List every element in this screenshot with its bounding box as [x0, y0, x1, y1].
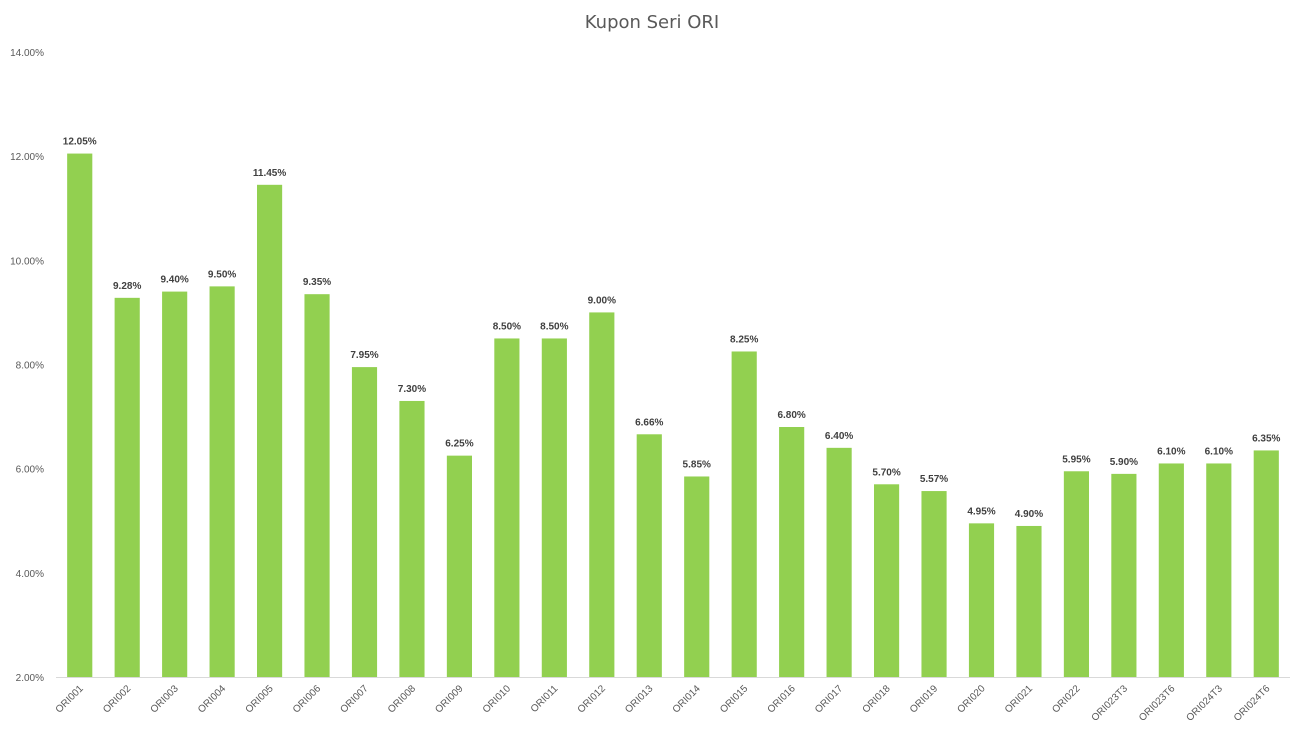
bar: [731, 351, 757, 677]
data-label: 8.50%: [540, 321, 568, 332]
data-label: 6.40%: [825, 431, 853, 442]
y-tick-label: 4.00%: [16, 569, 44, 580]
x-tick-label: ORI007: [338, 683, 370, 715]
bar: [779, 427, 805, 677]
x-tick-label: ORI015: [718, 683, 750, 715]
bar: [1063, 471, 1090, 677]
x-tick-label: ORI008: [386, 683, 418, 715]
bar: [873, 484, 900, 677]
data-label: 7.95%: [350, 350, 378, 361]
x-tick-label: ORI024T6: [1232, 683, 1273, 724]
x-tick-label: ORI023T3: [1090, 683, 1131, 724]
x-tick-label: ORI002: [101, 683, 133, 715]
bar: [1158, 463, 1184, 677]
data-label: 11.45%: [253, 168, 286, 179]
bar: [541, 338, 567, 677]
x-tick-label: ORI019: [908, 683, 940, 715]
data-label: 9.00%: [588, 295, 616, 306]
bar: [968, 523, 995, 677]
data-label: 6.35%: [1252, 433, 1280, 444]
bar: [921, 491, 947, 677]
x-tick-label: ORI012: [576, 683, 608, 715]
x-tick-label: ORI022: [1050, 683, 1082, 715]
data-label: 9.50%: [208, 269, 236, 280]
data-label: 5.57%: [920, 474, 948, 485]
bar: [114, 297, 140, 677]
data-label: 6.66%: [635, 417, 663, 428]
bar: [67, 153, 93, 677]
x-tick-label: ORI014: [671, 683, 703, 715]
bar: [494, 338, 520, 677]
data-label: 5.90%: [1110, 457, 1138, 468]
bar: [1206, 463, 1232, 677]
bar: [446, 455, 473, 677]
bar: [1253, 450, 1279, 677]
bar: [209, 286, 235, 677]
y-tick-label: 6.00%: [16, 465, 44, 476]
data-label: 8.25%: [730, 334, 758, 345]
data-label: 5.95%: [1062, 454, 1090, 465]
bar: [826, 447, 852, 677]
x-tick-label: ORI001: [54, 683, 86, 715]
bar: [589, 312, 615, 677]
data-label: 9.40%: [160, 275, 188, 286]
x-tick-label: ORI021: [1003, 683, 1035, 715]
data-label: 9.28%: [113, 281, 141, 292]
bar: [304, 294, 330, 677]
x-tick-label: ORI024T3: [1185, 683, 1226, 724]
data-label: 4.90%: [1015, 509, 1043, 520]
bar: [351, 367, 378, 677]
x-tick-label: ORI016: [766, 683, 798, 715]
y-tick-label: 8.00%: [16, 361, 44, 372]
x-tick-label: ORI020: [955, 683, 987, 715]
bar: [256, 184, 283, 677]
data-label: 7.30%: [398, 384, 426, 395]
y-tick-labels-group: 2.00% 4.00% 6.00% 8.00% 10.00% 12.00% 14.00%: [10, 48, 44, 684]
data-labels-group: 12.05% 9.28% 9.40% 9.50% 11.45% 9.35% 7.95% 7.3…: [63, 137, 1281, 520]
x-tick-label: ORI003: [149, 683, 181, 715]
x-tick-label: ORI013: [623, 683, 655, 715]
x-tick-label: ORI010: [481, 683, 513, 715]
data-label: 6.10%: [1205, 446, 1233, 457]
x-tick-label: ORI017: [813, 683, 845, 715]
data-label: 12.05%: [63, 137, 97, 148]
y-tick-label: 14.00%: [10, 48, 44, 59]
bars-group: [67, 153, 1279, 677]
data-label: 9.35%: [303, 277, 331, 288]
y-tick-label: 2.00%: [16, 673, 44, 684]
bar: [684, 476, 710, 677]
bar: [1111, 473, 1137, 677]
data-label: 5.70%: [872, 467, 900, 478]
data-label: 6.10%: [1157, 446, 1185, 457]
x-tick-label: ORI018: [861, 683, 893, 715]
chart-title: Kupon Seri ORI: [584, 12, 720, 33]
data-label: 5.85%: [683, 459, 711, 470]
bar: [1016, 525, 1042, 677]
data-label: 6.80%: [777, 410, 805, 421]
x-tick-label: ORI006: [291, 683, 323, 715]
bar: [162, 291, 188, 677]
y-tick-label: 12.00%: [10, 152, 44, 163]
x-tick-label: ORI023T6: [1137, 683, 1178, 724]
x-tick-label: ORI004: [196, 683, 228, 715]
x-tick-label: ORI005: [244, 683, 276, 715]
data-label: 4.95%: [967, 506, 995, 517]
x-tick-labels-group: ORI001 ORI002 ORI003 ORI004 ORI005 ORI006 ORI0…: [54, 683, 1273, 724]
x-tick-label: ORI011: [529, 683, 561, 715]
x-tick-label: ORI009: [433, 683, 465, 715]
y-tick-label: 10.00%: [10, 256, 44, 267]
bar: [636, 434, 662, 677]
data-label: 6.25%: [445, 439, 473, 450]
bar: [399, 400, 425, 677]
data-label: 8.50%: [493, 321, 521, 332]
